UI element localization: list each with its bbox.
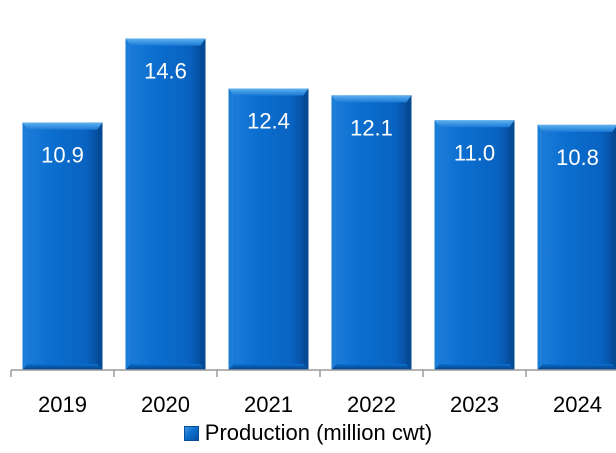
bar-body xyxy=(331,95,412,370)
bar-bottom-bevel xyxy=(228,364,309,370)
bar-top-bevel xyxy=(537,124,616,132)
x-tick-labels: 2019 2020 2021 2022 2023 2024 xyxy=(38,392,602,417)
bar-right-bevel xyxy=(303,88,309,370)
x-tick-label-2024: 2024 xyxy=(553,392,602,417)
bar-left-bevel xyxy=(537,124,543,371)
bar-top-bevel xyxy=(228,88,309,96)
x-tick-label-2022: 2022 xyxy=(347,392,396,417)
legend-label: Production (million cwt) xyxy=(204,420,433,445)
x-tick-label-2021: 2021 xyxy=(244,392,293,417)
data-label-2023: 11.0 xyxy=(454,140,495,165)
bar-right-bevel xyxy=(200,38,206,370)
data-label-2024: 10.8 xyxy=(556,145,599,170)
bar-2024 xyxy=(537,124,616,371)
bars-layer xyxy=(22,38,616,371)
data-label-2021: 12.4 xyxy=(247,109,290,134)
bar-bottom-bevel xyxy=(434,364,515,370)
bar-left-bevel xyxy=(22,122,28,370)
bar-2022 xyxy=(331,95,412,370)
data-label-2022: 12.1 xyxy=(350,115,393,140)
bar-bottom-bevel xyxy=(537,364,616,370)
bar-top-bevel xyxy=(125,38,206,46)
bar-left-bevel xyxy=(331,95,337,370)
bar-bottom-bevel xyxy=(22,364,103,370)
x-tick-label-2019: 2019 xyxy=(38,392,87,417)
legend: Production (million cwt) xyxy=(0,418,616,448)
x-tick-label-2023: 2023 xyxy=(450,392,499,417)
bar-top-bevel xyxy=(22,122,103,130)
bar-2019 xyxy=(22,122,103,370)
bar-body xyxy=(434,120,515,370)
bar-left-bevel xyxy=(434,120,440,370)
bar-top-bevel xyxy=(434,120,515,128)
bar-right-bevel xyxy=(97,122,103,370)
bar-bottom-bevel xyxy=(331,364,412,370)
bar-body xyxy=(125,38,206,370)
bar-body xyxy=(22,122,103,370)
bar-right-bevel xyxy=(509,120,515,370)
bar-body xyxy=(228,88,309,370)
legend-swatch-icon xyxy=(183,425,199,441)
bar-2021 xyxy=(228,88,309,370)
data-label-2020: 14.6 xyxy=(144,59,187,84)
x-tick-label-2020: 2020 xyxy=(141,392,190,417)
bar-left-bevel xyxy=(228,88,234,370)
bar-bottom-bevel xyxy=(125,364,206,370)
bar-top-bevel xyxy=(331,95,412,103)
bar-2020 xyxy=(125,38,206,370)
bar-right-bevel xyxy=(406,95,412,370)
bar-2023 xyxy=(434,120,515,370)
bar-body xyxy=(537,124,616,371)
data-label-2019: 10.9 xyxy=(41,143,84,168)
bar-right-bevel xyxy=(612,126,616,369)
bar-left-bevel xyxy=(125,38,131,370)
data-labels: 10.9 14.6 12.4 12.1 11.0 10.8 xyxy=(41,59,599,170)
x-axis xyxy=(10,369,616,377)
